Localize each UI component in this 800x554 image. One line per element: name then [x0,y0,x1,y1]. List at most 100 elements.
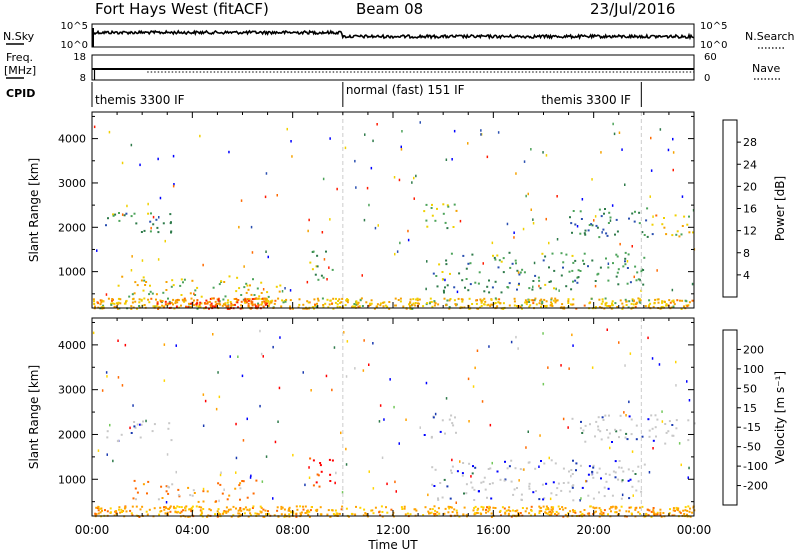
power-echo-cell [344,304,347,307]
velocity-echo-cell [664,442,667,445]
power-echo-cell [239,307,242,310]
power-echo-cell [157,231,160,234]
power-echo-cell [307,301,310,304]
velocity-echo-cell [433,512,435,515]
velocity-echo-cell [157,498,160,501]
power-echo-cell [133,212,136,215]
velocity-sparse-cell [629,352,632,355]
power-sparse-cell [361,274,363,277]
power-sparse-cell [286,127,288,131]
power-echo-cell [180,278,183,281]
velocity-echo-cell [95,506,98,509]
velocity-echo-cell [474,466,477,469]
power-sparse-cell [556,195,558,198]
power-echo-cell [676,230,679,233]
power-ytick-label: 4000 [58,133,86,146]
velocity-echo-cell [246,508,249,511]
power-echo-cell [172,284,175,287]
power-echo-cell [572,298,575,301]
power-echo-cell [462,254,465,257]
velocity-echo-cell [182,509,185,512]
velocity-echo-cell [225,510,227,513]
power-echo-cell [483,303,486,306]
power-echo-cell [534,297,537,300]
power-sparse-cell [159,196,162,200]
power-echo-cell [688,215,690,218]
power-echo-cell [153,305,156,308]
power-echo-cell [260,292,263,294]
power-echo-cell [297,306,300,309]
power-echo-cell [622,265,625,268]
velocity-echo-cell [273,514,276,517]
velocity-echo-cell [471,486,474,489]
power-echo-cell [672,305,675,308]
velocity-echo-cell [247,515,250,518]
velocity-echo-cell [693,422,696,425]
power-sparse-cell [517,271,520,274]
power-echo-cell [162,222,165,225]
velocity-ytick-label: 2000 [58,428,86,441]
velocity-echo-cell [668,512,671,515]
velocity-echo-cell [131,505,134,508]
velocity-echo-cell [653,513,656,516]
power-echo-cell [550,298,553,301]
power-echo-cell [149,284,151,287]
power-echo-cell [204,306,207,309]
velocity-echo-cell [415,509,418,512]
cpid-segment-label: normal (fast) 151 IF [346,83,465,97]
power-echo-cell [190,297,193,300]
velocity-echo-cell [448,418,451,421]
velocity-sparse-cell [517,347,519,350]
power-echo-cell [157,306,160,309]
velocity-sparse-cell [579,499,581,502]
power-sparse-cell [308,218,310,222]
velocity-echo-cell [684,506,687,509]
power-echo-cell [448,307,451,310]
power-echo-cell [235,290,238,293]
power-echo-cell [521,307,523,310]
power-echo-cell [245,301,248,304]
velocity-echo-cell [365,513,368,516]
velocity-sparse-cell [204,399,207,403]
power-sparse-cell [506,222,509,226]
velocity-sparse-cell [279,336,281,339]
power-echo-cell [196,286,199,289]
power-echo-cell [236,276,239,279]
velocity-echo-cell [500,514,502,517]
power-echo-cell [587,229,590,232]
velocity-echo-cell [200,512,203,515]
power-echo-cell [691,299,694,302]
velocity-echo-cell [101,509,103,512]
velocity-echo-cell [524,510,527,513]
power-echo-cell [356,303,359,306]
velocity-echo-cell [97,512,100,515]
power-echo-cell [328,303,331,306]
noise-sky-line [91,29,695,41]
power-sparse-cell [411,181,413,184]
velocity-echo-cell [488,505,491,508]
power-echo-cell [369,304,372,306]
power-sparse-cell [594,284,597,288]
velocity-echo-cell [598,491,600,494]
velocity-echo-cell [589,423,591,426]
power-sparse-cell [591,178,593,181]
velocity-echo-cell [437,498,440,501]
velocity-echo-cell [295,513,298,516]
power-sparse-cell [672,137,674,141]
velocity-sparse-cell [304,483,306,487]
velocity-echo-cell [252,505,255,508]
velocity-echo-cell [401,508,404,510]
velocity-echo-cell [682,509,685,512]
power-echo-cell [437,303,440,306]
cpid-segment-label: themis 3300 IF [95,93,185,107]
velocity-echo-cell [572,509,574,512]
power-echo-cell [171,279,174,282]
power-echo-cell [161,304,164,307]
velocity-echo-cell [319,464,322,467]
velocity-echo-cell [226,498,229,501]
power-echo-cell [446,204,449,207]
power-echo-cell [615,253,618,256]
power-echo-cell [448,306,451,308]
velocity-echo-cell [583,509,586,511]
power-sparse-cell [265,172,268,175]
